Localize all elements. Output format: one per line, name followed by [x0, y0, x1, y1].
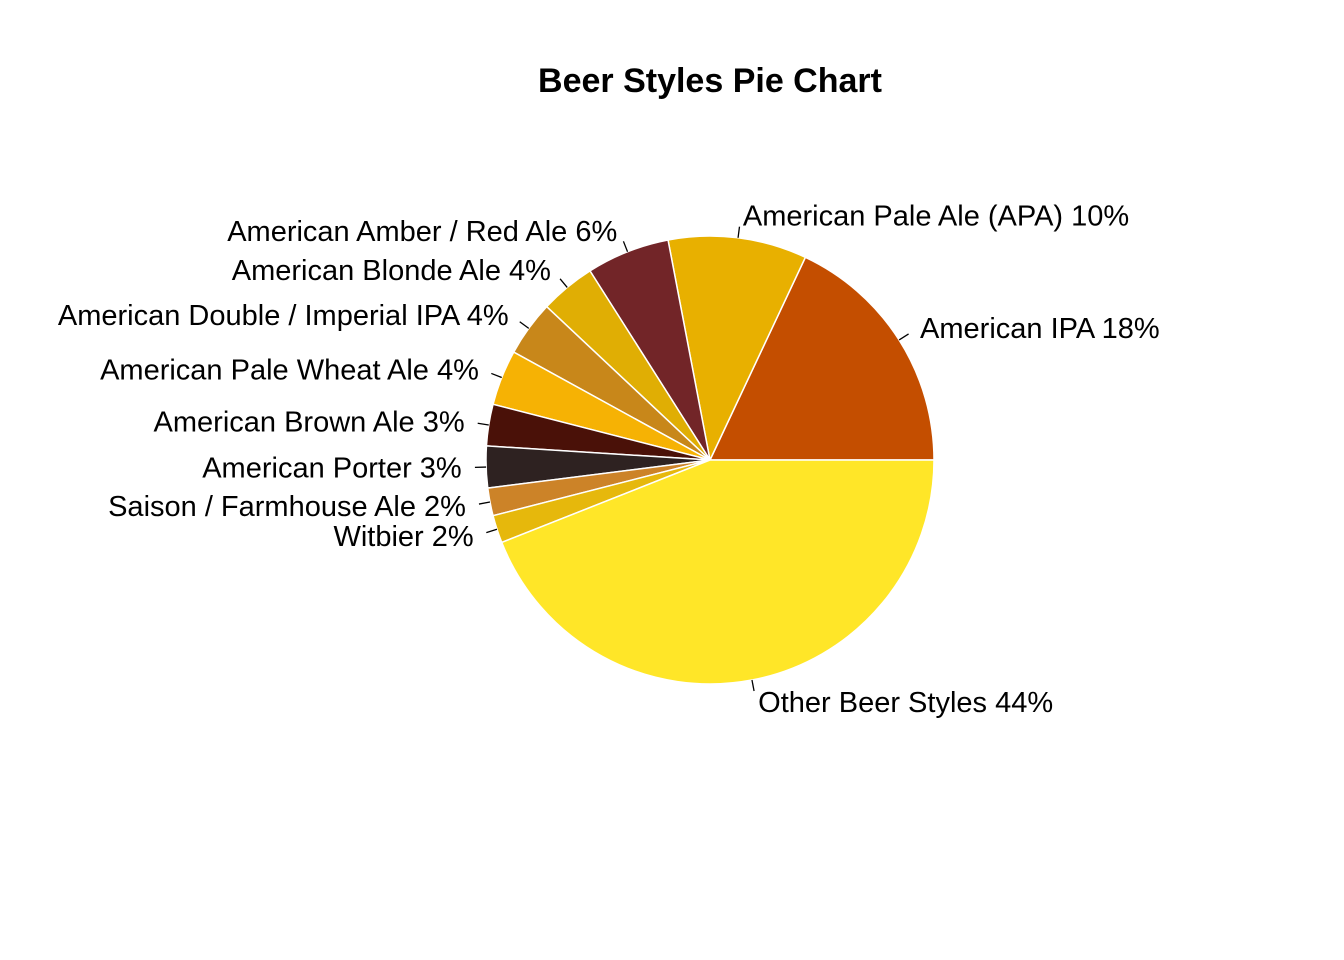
chart-title: Beer Styles Pie Chart [538, 62, 882, 100]
label-witbier: Witbier 2% [333, 521, 473, 553]
tick-witbier [486, 528, 498, 534]
label-ticks [474, 226, 909, 692]
tick-american-ipa [898, 333, 909, 341]
label-other-beer-styles: Other Beer Styles 44% [758, 687, 1053, 719]
tick-american-double-imperial-ipa [519, 321, 530, 329]
label-american-blonde-ale: American Blonde Ale 4% [232, 255, 551, 287]
label-saison-farmhouse-ale: Saison / Farmhouse Ale 2% [108, 491, 466, 523]
tick-american-amber-red-ale [622, 241, 629, 252]
slice-labels: American IPA 18% American Pale Ale (APA) … [58, 201, 1160, 719]
label-american-amber-red-ale: American Amber / Red Ale 6% [227, 216, 617, 248]
label-american-brown-ale: American Brown Ale 3% [154, 406, 465, 438]
tick-other-beer-styles [751, 679, 755, 692]
slice-american-ipa [708, 256, 935, 461]
tick-american-brown-ale [477, 422, 489, 426]
tick-saison-farmhouse-ale [478, 501, 491, 505]
label-american-pale-ale-apa: American Pale Ale (APA) 10% [743, 201, 1129, 233]
tick-american-blonde-ale [559, 278, 568, 288]
label-american-porter: American Porter 3% [202, 453, 462, 485]
label-american-ipa: American IPA 18% [920, 313, 1160, 345]
pie-slices [485, 235, 935, 685]
tick-american-pale-ale-apa [737, 226, 741, 238]
tick-american-pale-wheat-ale [491, 372, 502, 379]
label-american-pale-wheat-ale: American Pale Wheat Ale 4% [100, 354, 479, 386]
label-american-double-imperial-ipa: American Double / Imperial IPA 4% [58, 300, 509, 332]
